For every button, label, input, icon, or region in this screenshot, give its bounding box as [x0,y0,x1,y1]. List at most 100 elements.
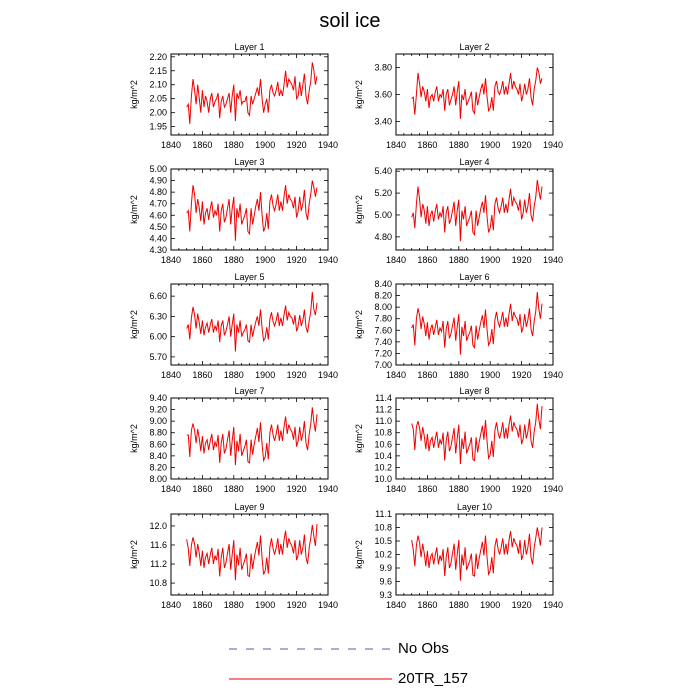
y-tick-label: 4.80 [374,232,392,242]
y-tick-label: 9.40 [149,393,167,403]
y-axis-label: kg/m^2 [354,424,364,453]
panel-title: Layer 5 [234,272,264,282]
x-tick-label: 1940 [318,140,338,150]
y-tick-label: 9.3 [379,590,392,600]
x-tick-label: 1860 [417,140,437,150]
series-line-20tr-157 [411,527,543,581]
series-line-20tr-157 [411,292,543,355]
plot-frame [395,283,554,366]
y-tick-label: 10.4 [374,451,392,461]
x-tick-label: 1920 [287,600,307,610]
series-line-20tr-157 [411,67,543,119]
x-tick-label: 1880 [224,140,244,150]
y-tick-label: 10.2 [374,462,392,472]
x-tick-label: 1920 [512,255,532,265]
panel-title: Layer 4 [459,157,489,167]
x-tick-label: 1900 [480,255,500,265]
y-axis-label: kg/m^2 [129,540,139,569]
x-tick-label: 1900 [480,484,500,494]
x-tick-label: 1860 [417,600,437,610]
x-tick-label: 1940 [318,600,338,610]
x-tick-label: 1900 [480,370,500,380]
y-axis-label: kg/m^2 [354,540,364,569]
x-tick-label: 1880 [224,255,244,265]
x-tick-label: 1860 [417,255,437,265]
plot-frame [395,397,554,480]
y-axis-label: kg/m^2 [129,195,139,224]
y-tick-label: 9.6 [379,577,392,587]
plot-frame [170,283,329,366]
panel-layer-1: Layer 1 1840 1860 1880 1900 1920 1940 1.95 2.00 2… [129,42,338,150]
x-tick-label: 1940 [543,484,563,494]
series-line-20tr-157 [186,292,318,352]
y-tick-label: 9.9 [379,563,392,573]
y-tick-label: 7.80 [374,314,392,324]
x-tick-label: 1900 [255,140,275,150]
x-tick-label: 1920 [512,600,532,610]
x-tick-label: 1860 [417,370,437,380]
y-tick-label: 10.0 [374,474,392,484]
y-tick-label: 4.50 [149,222,167,232]
y-tick-label: 11.1 [375,509,392,519]
x-tick-label: 1940 [318,255,338,265]
y-tick-label: 2.15 [149,66,167,76]
y-tick-label: 2.10 [149,80,167,90]
y-tick-label: 7.20 [374,348,392,358]
y-tick-label: 9.00 [149,416,167,426]
legend-label-20tr-157: 20TR_157 [398,670,469,687]
x-tick-label: 1860 [192,600,212,610]
plot-frame [395,168,554,251]
x-tick-label: 1940 [543,370,563,380]
panel-title: Layer 3 [234,157,264,167]
y-tick-label: 7.00 [374,360,392,370]
y-tick-label: 6.00 [149,332,167,342]
x-tick-label: 1920 [287,370,307,380]
y-tick-label: 5.00 [374,210,392,220]
y-tick-label: 6.30 [149,311,167,321]
x-tick-label: 1880 [224,370,244,380]
y-tick-label: 9.20 [149,405,167,415]
y-tick-label: 5.70 [149,352,167,362]
x-tick-label: 1940 [543,600,563,610]
x-tick-label: 1900 [255,600,275,610]
y-tick-label: 6.60 [149,291,167,301]
y-tick-label: 3.60 [374,90,392,100]
x-tick-label: 1920 [512,484,532,494]
y-tick-label: 8.20 [374,291,392,301]
y-tick-label: 4.80 [149,187,167,197]
y-tick-label: 10.8 [374,523,392,533]
y-tick-label: 8.80 [149,428,167,438]
y-tick-label: 10.5 [374,536,392,546]
x-tick-label: 1900 [255,484,275,494]
x-tick-label: 1840 [386,140,406,150]
y-tick-label: 4.60 [149,210,167,220]
plot-frame [170,397,329,480]
x-tick-label: 1880 [449,370,469,380]
x-tick-label: 1880 [224,484,244,494]
y-tick-label: 4.40 [149,233,167,243]
y-tick-label: 8.40 [149,451,167,461]
x-tick-label: 1840 [161,370,181,380]
panel-layer-5: Layer 5 1840 1860 1880 1900 1920 1940 5.70 6.00 6… [129,272,338,380]
x-tick-label: 1880 [224,600,244,610]
x-tick-label: 1860 [192,370,212,380]
y-tick-label: 8.20 [149,462,167,472]
x-tick-label: 1940 [543,140,563,150]
series-line-20tr-157 [186,407,318,466]
y-tick-label: 11.2 [375,405,392,415]
y-tick-label: 5.20 [374,188,392,198]
plot-frame [395,513,554,596]
y-tick-label: 8.60 [149,439,167,449]
x-tick-label: 1940 [543,255,563,265]
y-axis-label: kg/m^2 [129,80,139,109]
series-line-20tr-157 [186,523,318,581]
series-line-20tr-157 [186,62,318,124]
figure-title: soil ice [319,10,381,32]
x-tick-label: 1920 [512,370,532,380]
plot-frame [170,168,329,251]
panel-layer-2: Layer 2 1840 1860 1880 1900 1920 1940 3.40 3.60 3… [354,42,563,150]
x-tick-label: 1940 [318,370,338,380]
